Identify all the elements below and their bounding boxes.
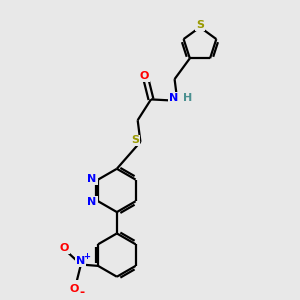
Text: N: N — [87, 174, 97, 184]
Text: S: S — [131, 136, 140, 146]
Text: S: S — [196, 20, 204, 30]
Text: O: O — [60, 243, 69, 254]
Text: H: H — [183, 93, 193, 103]
Text: O: O — [140, 71, 149, 81]
Text: -: - — [80, 286, 85, 299]
Text: +: + — [83, 252, 90, 261]
Text: N: N — [76, 256, 86, 266]
Text: N: N — [87, 197, 97, 207]
Text: O: O — [70, 284, 79, 295]
Text: N: N — [169, 93, 178, 103]
